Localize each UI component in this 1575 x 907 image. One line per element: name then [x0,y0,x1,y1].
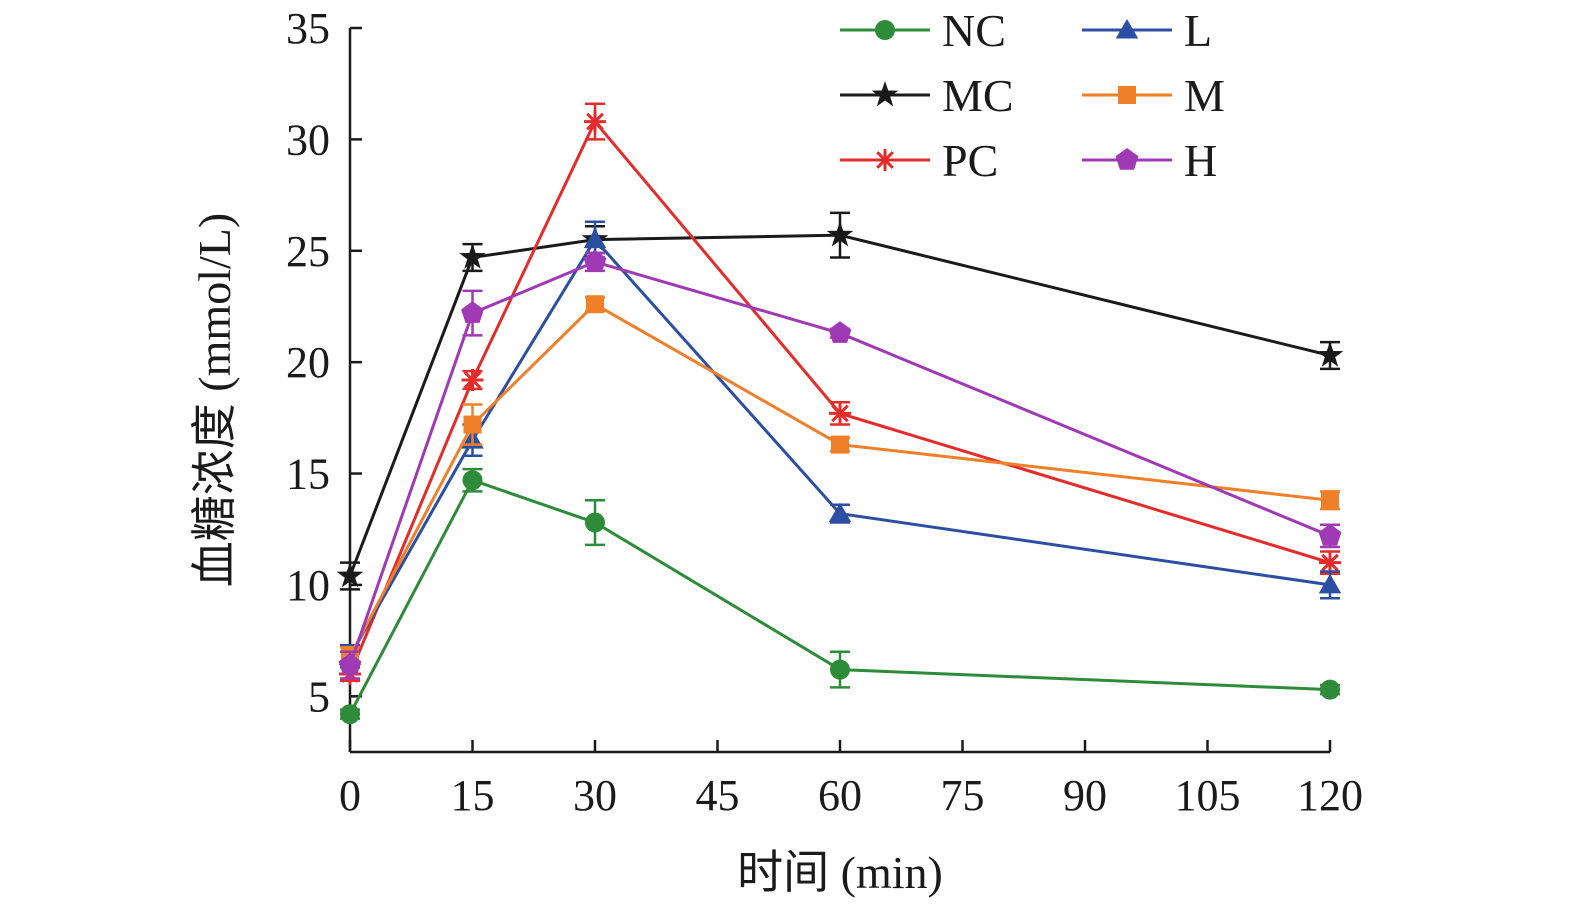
data-point-l [583,228,607,249]
data-point-mc [826,221,854,247]
data-point-nc [585,512,605,533]
x-tick-label: 0 [339,771,361,820]
data-point-pc [461,368,484,391]
data-point-nc [1320,679,1340,700]
y-ticks: 5 10 15 20 25 30 35 [286,4,362,721]
legend-item-pc: PC [840,135,998,186]
data-point-h [1318,523,1342,546]
y-tick-label: 30 [286,115,330,164]
y-axis-title: 血糖浓度 (mmol/L) [189,213,240,587]
data-point-m [586,295,604,314]
series-nc [340,467,1340,725]
x-axis-title: 时间 (min) [737,847,943,898]
data-point-pc [829,402,851,425]
data-point-m [463,415,482,434]
data-point-m [1321,491,1339,510]
x-ticks: 0 15 30 45 60 75 90 105 120 [339,740,1363,820]
legend-label-mc: MC [942,70,1014,121]
legend-marker-pc [874,149,896,171]
legend-label-h: H [1184,135,1217,186]
x-tick-label: 45 [696,771,740,820]
data-point-h [338,653,362,675]
y-tick-label: 25 [286,227,330,276]
legend-marker-mc [871,81,899,107]
data-point-h [828,321,852,343]
data-point-h [461,301,484,323]
axes [348,28,1330,754]
data-point-nc [462,470,483,491]
x-tick-label: 90 [1063,771,1107,820]
series-layer [336,102,1344,725]
data-point-nc [340,704,360,725]
x-tick-label: 120 [1297,771,1363,820]
legend-marker-l [1115,19,1139,39]
asterisk-stroke [831,404,849,423]
legend-marker-m [1118,86,1136,104]
series-line-m [348,302,1331,657]
legend-marker-h [1115,148,1139,170]
y-tick-label: 5 [308,672,330,721]
series-pc [339,102,1341,686]
asterisk-stroke [1321,553,1339,572]
y-tick-label: 10 [286,561,330,610]
legend-label-nc: NC [942,5,1006,56]
data-point-m [831,435,849,454]
data-point-l [1318,573,1342,594]
series-h [338,249,1342,680]
legend-item-mc: MC [840,70,1014,121]
data-point-l [828,502,852,523]
legend-label-pc: PC [942,135,998,186]
data-point-mc [459,243,486,269]
data-point-nc [830,659,850,680]
x-tick-label: 15 [451,771,495,820]
legend-item-l: L [1082,5,1212,56]
x-tick-label: 105 [1175,771,1241,820]
legend-item-nc: NC [840,5,1006,56]
legend-marker-nc [875,20,895,40]
asterisk-stroke [876,151,894,169]
y-tick-label: 20 [286,338,330,387]
x-tick-label: 30 [573,771,617,820]
asterisk-stroke [586,112,604,131]
y-tick-label: 35 [286,4,330,53]
x-tick-label: 75 [941,771,985,820]
data-point-mc [1316,341,1344,367]
y-tick-label: 15 [286,450,330,499]
data-point-mc [336,562,364,588]
data-point-pc [584,110,606,133]
data-point-h [583,249,607,272]
legend-item-m: M [1082,70,1225,121]
series-m [340,295,1340,667]
legend-label-m: M [1184,70,1225,121]
asterisk-stroke [463,371,482,389]
legend: NC MC PC LMH [840,5,1225,186]
legend-label-l: L [1184,5,1212,56]
x-tick-label: 60 [818,771,862,820]
legend-item-h: H [1082,135,1217,186]
data-point-pc [1319,551,1341,574]
